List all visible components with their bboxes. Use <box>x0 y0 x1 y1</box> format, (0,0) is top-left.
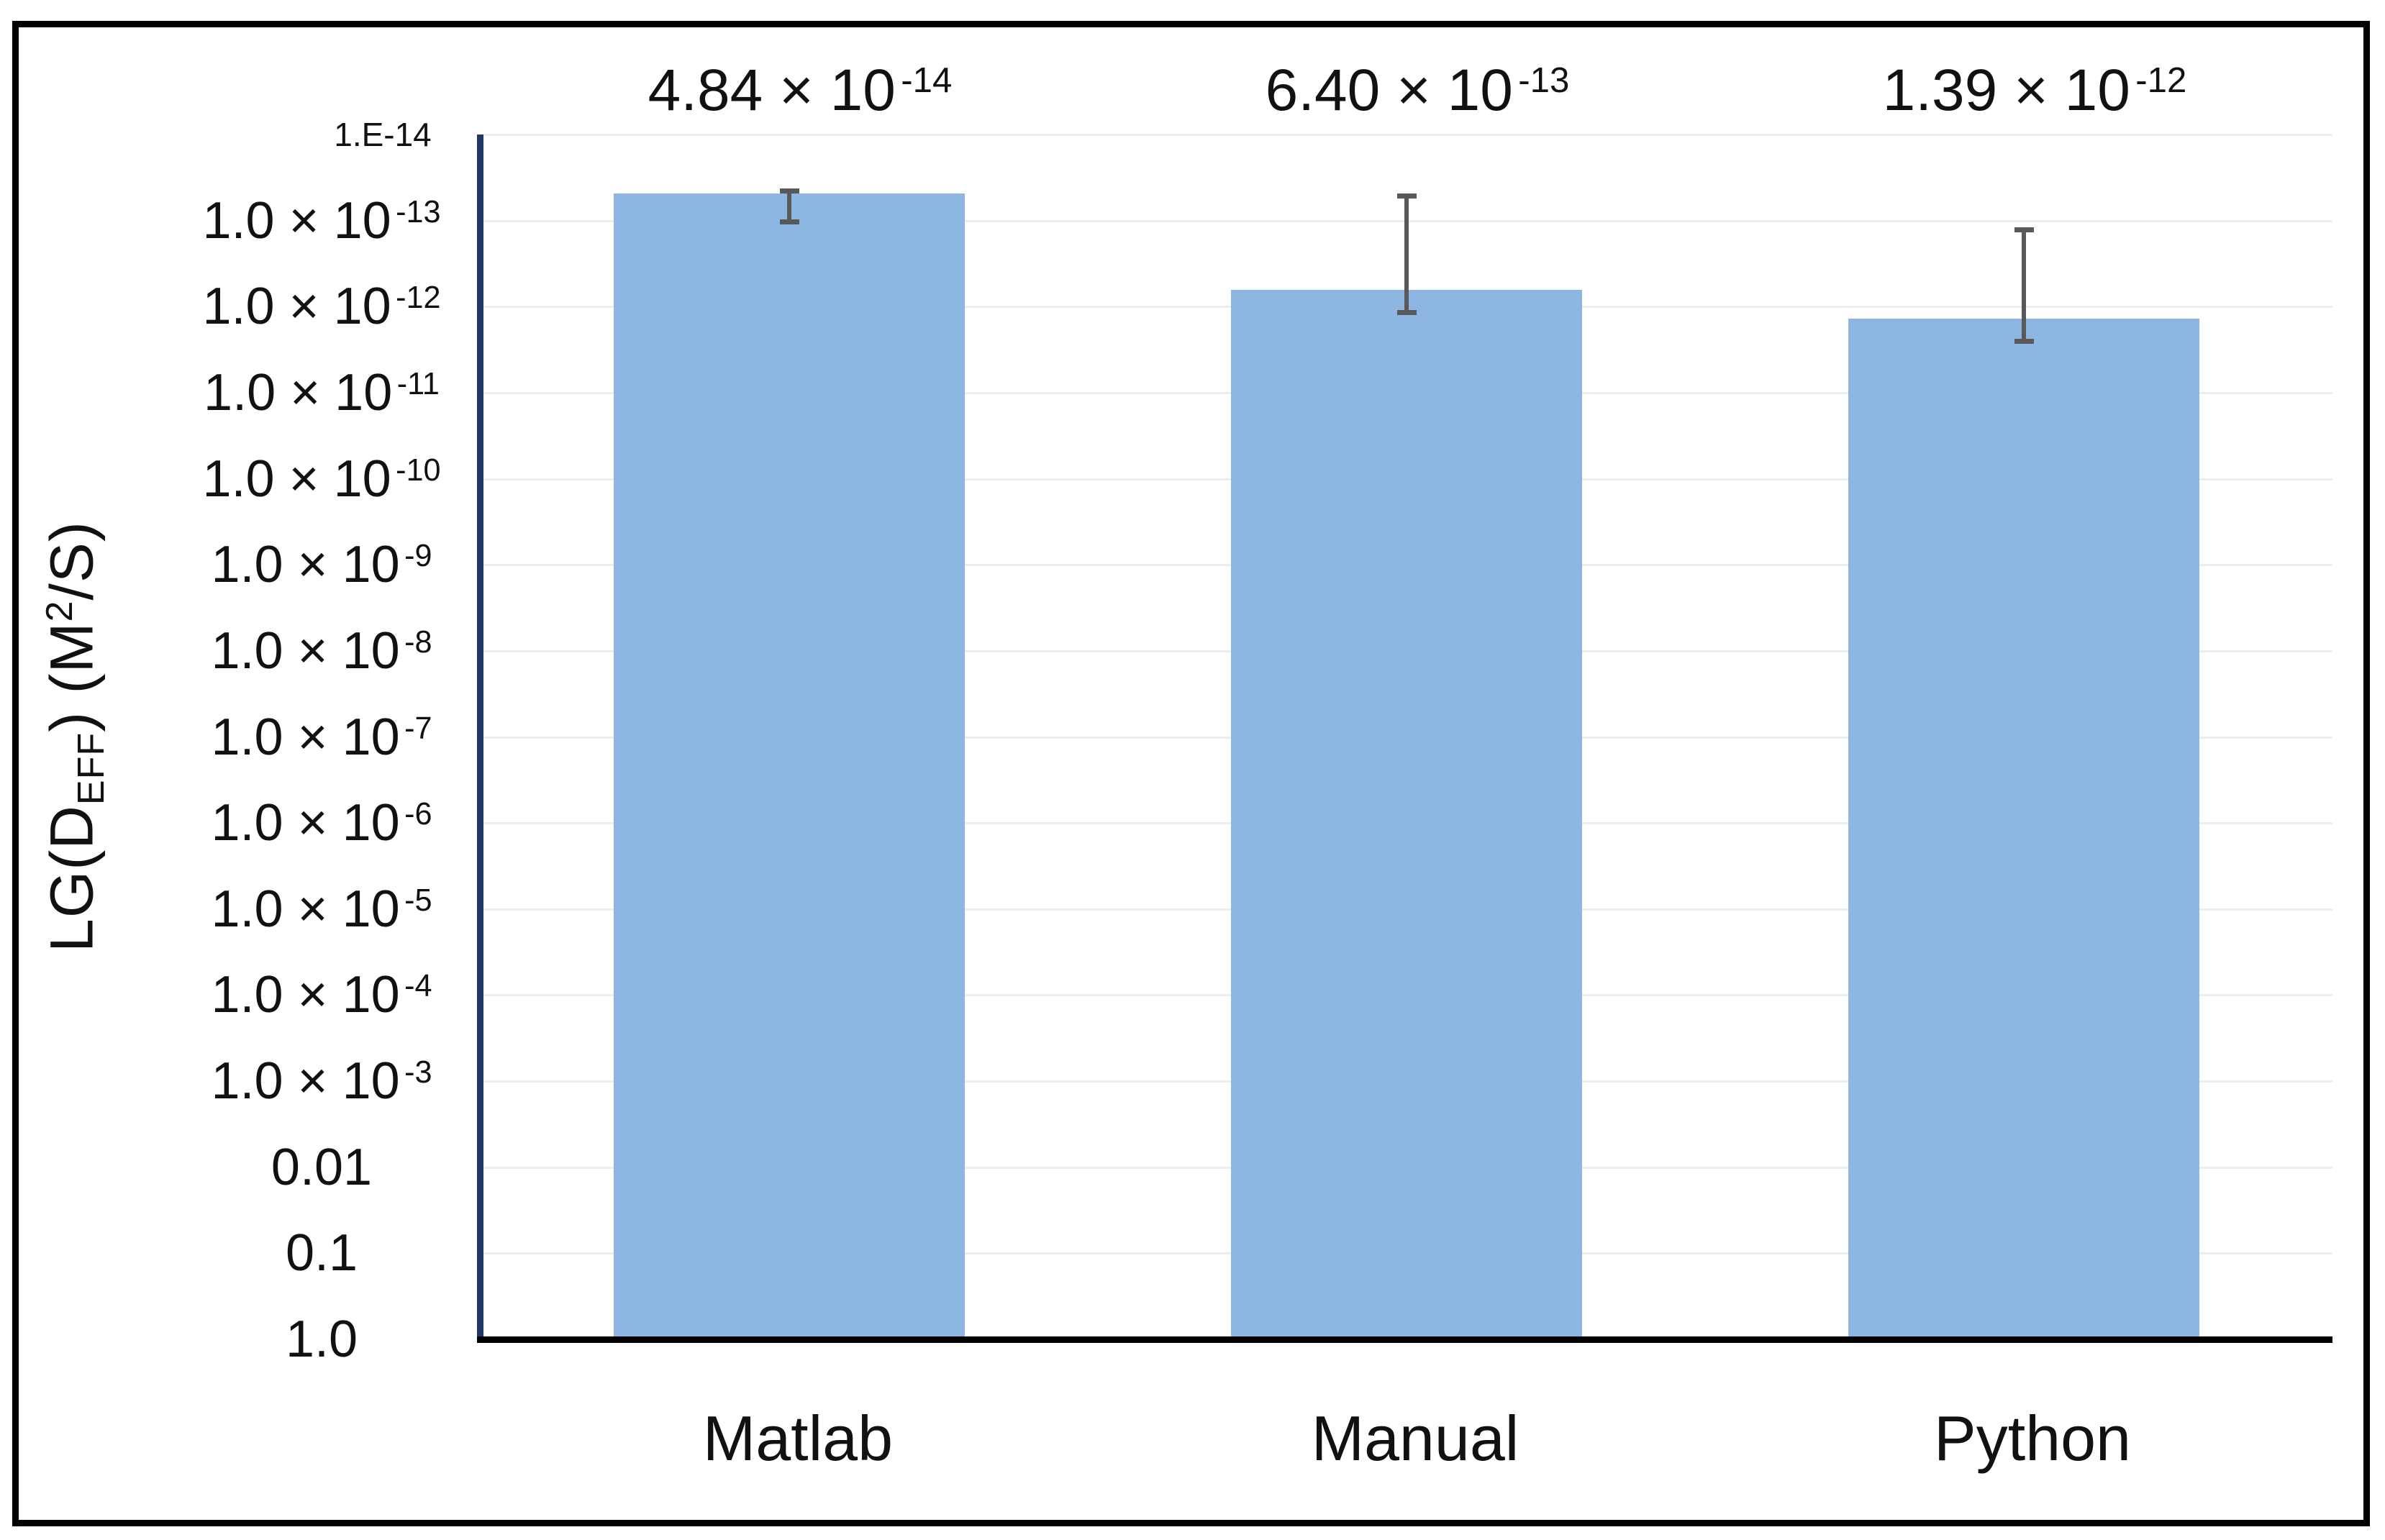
error-bar-top-cap <box>780 188 799 193</box>
y-tick-label: 1.E-14 <box>334 116 432 153</box>
y-axis-title: LG(DEFF) (M2/S) <box>37 521 113 952</box>
bar-matlab <box>614 193 965 1336</box>
y-tick-label: 1.0 × 10 -5 <box>211 880 432 938</box>
y-tick-label: 0.01 <box>271 1139 373 1196</box>
x-category-label: Python <box>1934 1403 2131 1474</box>
bar-value-exponent: -14 <box>901 60 953 101</box>
y-tick-exponent: -9 <box>404 539 432 574</box>
y-axis-title-mid: ) (M <box>37 621 106 732</box>
gridline <box>481 134 2332 136</box>
x-category-label: Matlab <box>702 1403 894 1474</box>
error-bar <box>1404 196 1409 313</box>
bar-value-label: 6.40 × 10 -13 <box>1265 58 1570 123</box>
y-tick-exponent: -13 <box>396 195 441 230</box>
y-tick-label: 1.0 × 10 -12 <box>202 278 441 335</box>
bar-value-exponent: -13 <box>1518 60 1570 101</box>
y-tick-label: 1.0 <box>285 1311 358 1368</box>
bar-value-label: 4.84 × 10 -14 <box>648 58 953 123</box>
y-tick-exponent: -4 <box>404 969 432 1004</box>
y-tick-label: 1.0 × 10 -8 <box>211 622 432 680</box>
y-tick-exponent: -6 <box>404 797 432 832</box>
bar-python <box>1848 319 2199 1336</box>
y-tick-exponent: -11 <box>396 367 440 402</box>
x-axis-line <box>477 1336 2332 1343</box>
y-tick-label: 1.0 × 10 -6 <box>211 794 432 852</box>
y-tick-label: 1.0 × 10 -3 <box>211 1052 432 1110</box>
y-axis-title-post: /S) <box>37 521 106 601</box>
bar-value-exponent: -12 <box>2135 60 2187 101</box>
error-bar-bottom-cap <box>1397 310 1417 315</box>
error-bar-bottom-cap <box>2014 339 2034 344</box>
y-tick-exponent: -5 <box>404 883 432 919</box>
y-axis-line <box>477 135 483 1343</box>
y-tick-label: 1.0 × 10 -11 <box>204 364 440 422</box>
y-tick-label: 0.1 <box>285 1224 358 1282</box>
y-axis-title-pre: LG(D <box>37 805 106 952</box>
y-tick-label: 1.0 × 10 -7 <box>211 709 432 766</box>
x-category-label: Manual <box>1311 1403 1519 1474</box>
y-tick-label: 1.0 × 10 -13 <box>202 192 441 250</box>
bar-manual <box>1231 290 1582 1336</box>
y-tick-exponent: -12 <box>396 281 441 316</box>
error-bar-top-cap <box>1397 193 1417 199</box>
error-bar-bottom-cap <box>780 219 799 224</box>
y-tick-label: 1.0 × 10 -10 <box>202 450 441 508</box>
y-tick-exponent: -8 <box>404 625 432 660</box>
y-tick-label: 1.0 × 10 -9 <box>211 536 432 593</box>
error-bar-top-cap <box>2014 227 2034 232</box>
y-axis-title-superscript: 2 <box>38 600 81 622</box>
y-tick-exponent: -7 <box>404 711 432 747</box>
error-bar <box>787 191 791 222</box>
error-bar <box>2022 230 2026 342</box>
y-axis-title-subscript: EFF <box>71 732 113 806</box>
y-tick-exponent: -10 <box>396 453 441 488</box>
y-tick-label: 1.0 × 10 -4 <box>211 966 432 1024</box>
y-tick-exponent: -3 <box>404 1055 432 1090</box>
bar-value-label: 1.39 × 10 -12 <box>1882 58 2187 123</box>
